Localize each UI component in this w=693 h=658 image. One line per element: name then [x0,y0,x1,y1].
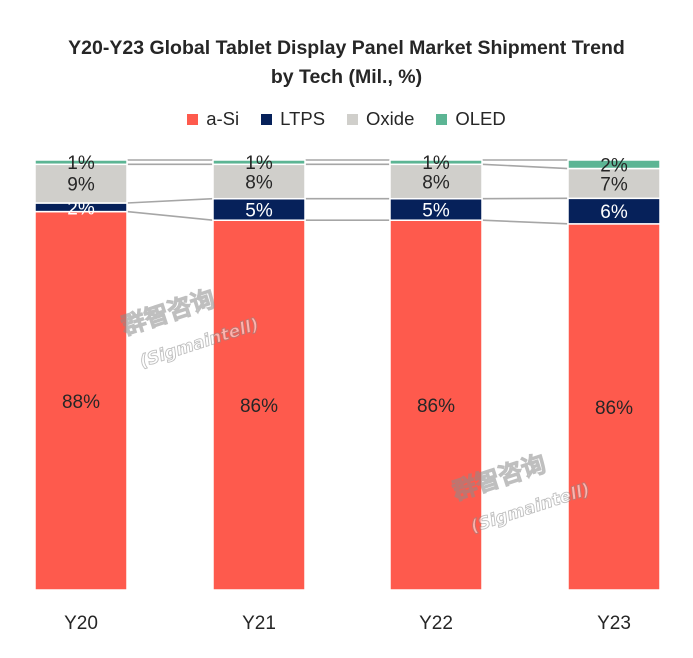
bar-stack-y21: 86% 5% 8%1% [212,153,306,591]
data-label-a-si-y21: 86% [240,396,278,417]
chart-title: Y20-Y23 Global Tablet Display Panel Mark… [0,34,693,92]
connector-ltps-y20 [126,197,214,204]
bar-oled-y20 [34,159,128,166]
bar-ltps-y23 [567,197,661,225]
data-label-a-si-y22: 86% [417,396,455,417]
data-label-oled-y20: 1% [67,153,95,174]
x-tick-label-y22: Y22 [419,613,453,634]
legend-item-oled: OLED [436,108,506,130]
data-label-oled-y22: 1% [422,153,450,174]
legend-label-a-si: a-Si [206,108,240,129]
legend-swatch-oled [436,113,448,125]
legend-label-oled: OLED [455,108,506,129]
x-tick-label-y21: Y21 [242,613,276,634]
bar-a-si-y20 [34,210,128,591]
bar-stack-y20: 88%2%9%1% [34,153,128,591]
data-label-ltps-y21: 5% [245,200,273,221]
legend-item-ltps: LTPS [261,108,325,130]
data-label-a-si-y20: 88% [62,392,100,413]
bar-oled-y22 [389,159,483,166]
data-label-ltps-y23: 6% [600,202,628,223]
bar-stack-y22: 86% 5% 8%1% [389,153,483,591]
chart-title-line1: Y20-Y23 Global Tablet Display Panel Mark… [68,37,625,59]
connector-a-si-y22 [481,219,569,225]
chart-title-line2: by Tech (Mil., %) [270,66,423,88]
bar-a-si-y23 [567,223,661,591]
data-label-ltps-y22: 5% [422,200,450,221]
legend-swatch-oxide [347,113,359,125]
bar-oled-y23 [567,159,661,170]
legend-swatch-ltps [261,113,273,125]
data-label-oxide-y20: 9% [67,175,95,196]
data-label-a-si-y23: 86% [595,398,633,419]
data-label-oled-y21: 1% [245,153,273,174]
bar-oled-y21 [212,159,306,166]
data-label-oxide-y22: 8% [422,173,450,194]
bar-a-si-y21 [212,219,306,591]
bar-oxide-y21 [212,163,306,200]
bar-stack-y23: 86% 6% 7%2% [567,155,661,591]
data-label-oxide-y23: 7% [600,174,628,195]
series-connector-lines [126,159,569,225]
connector-a-si-y20 [126,210,214,221]
data-label-oled-y23: 2% [600,155,628,176]
bar-oxide-y22 [389,163,483,200]
connector-oxide-y22 [481,163,569,170]
legend-item-oxide: Oxide [347,108,414,130]
chart-legend: a-Si LTPS Oxide OLED [0,108,693,130]
bar-oxide-y20 [34,163,128,204]
x-tick-label-y20: Y20 [64,613,98,634]
legend-label-oxide: Oxide [366,108,415,129]
data-label-oxide-y21: 8% [245,173,273,194]
legend-item-a-si: a-Si [187,108,239,130]
bar-a-si-y22 [389,219,483,591]
x-tick-label-y23: Y23 [597,613,631,634]
legend-label-ltps: LTPS [280,108,326,129]
legend-swatch-a-si [187,113,199,125]
